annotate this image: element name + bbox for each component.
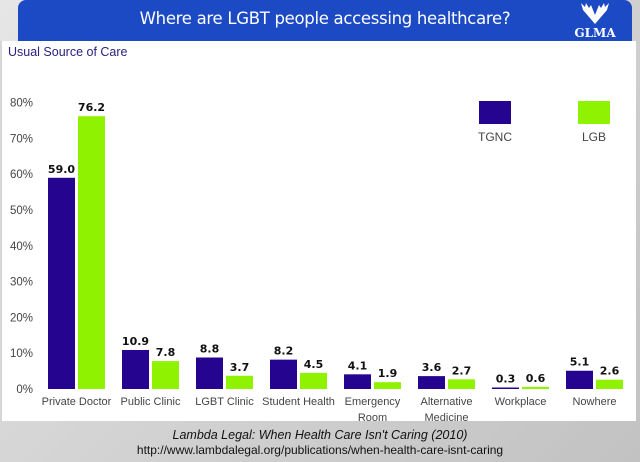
x-tick-label: Emergency [345, 396, 401, 408]
source-citation: Lambda Legal: When Health Care Isn't Car… [0, 428, 640, 458]
wings-icon [581, 3, 609, 24]
bar-tgnc [48, 177, 75, 389]
data-label: 3.6 [422, 361, 442, 374]
x-tick-label: Medicine [424, 412, 468, 421]
y-tick-label: 40% [10, 241, 33, 253]
bar-tgnc [344, 374, 371, 389]
y-tick-label: 50% [10, 205, 33, 217]
bar-tgnc [566, 370, 593, 389]
glma-logo: GLMA [570, 2, 620, 40]
data-label: 2.6 [600, 365, 620, 378]
data-label: 4.5 [304, 358, 324, 371]
y-tick-label: 80% [10, 98, 33, 110]
x-tick-label: Workplace [495, 396, 547, 408]
bar-tgnc [270, 359, 297, 389]
data-label: 76.2 [78, 101, 105, 114]
bar-lgb [522, 386, 549, 389]
bar-chart: 0% 10% 20% 30% 40% 50% 60% 70% 80% 59.0 76.2 10.9 7… [10, 98, 623, 421]
bar-lgb [300, 372, 327, 389]
bar-lgb [226, 375, 253, 389]
data-label: 3.7 [230, 361, 250, 374]
data-label: 0.6 [526, 372, 546, 385]
bar-lgb [448, 379, 475, 389]
bar-lgb [596, 379, 623, 389]
page-title: Where are LGBT people accessing healthca… [139, 9, 511, 28]
chart-title: Usual Source of Care [8, 45, 128, 59]
data-label: 4.1 [348, 359, 368, 372]
x-tick-label: Alternative [421, 396, 473, 408]
bar-tgnc [492, 387, 519, 389]
data-label: 8.2 [274, 345, 294, 358]
bar-lgb [152, 361, 179, 389]
bar-tgnc [418, 376, 445, 389]
y-tick-label: 60% [10, 169, 33, 181]
data-label: 5.1 [570, 356, 590, 369]
y-tick-label: 0% [16, 384, 33, 396]
logo-text: GLMA [574, 26, 616, 40]
data-label: 1.9 [378, 367, 398, 380]
legend-swatch-lgb [578, 101, 610, 124]
data-label: 7.8 [156, 346, 176, 359]
y-tick-label: 20% [10, 312, 33, 324]
data-label: 8.8 [200, 342, 220, 355]
data-label: 0.3 [496, 373, 516, 386]
bar-lgb [374, 382, 401, 389]
legend-swatch-tgnc [479, 101, 511, 124]
legend-label: LGB [582, 130, 606, 144]
bar-tgnc [196, 357, 223, 389]
y-tick-label: 30% [10, 277, 33, 289]
x-tick-label: Room [358, 412, 387, 421]
citation-url[interactable]: http://www.lambdalegal.org/publications/… [136, 443, 504, 457]
bar-tgnc [122, 349, 149, 389]
x-tick-label: Student Health [262, 396, 335, 408]
bar-lgb [78, 116, 105, 389]
citation-title: Lambda Legal: When Health Care Isn't Car… [172, 428, 468, 442]
x-tick-label: Private Doctor [42, 396, 112, 408]
x-tick-label: Public Clinic [121, 396, 181, 408]
chart-panel: Usual Source of Care [0, 41, 636, 421]
y-tick-label: 70% [10, 133, 33, 145]
data-label: 59.0 [48, 163, 75, 176]
legend-label: TGNC [478, 130, 512, 144]
x-tick-label: LGBT Clinic [195, 396, 254, 408]
data-label: 10.9 [122, 335, 149, 348]
header-banner: Where are LGBT people accessing healthca… [18, 0, 632, 41]
data-label: 2.7 [452, 364, 472, 377]
y-tick-label: 10% [10, 348, 33, 360]
x-tick-label: Nowhere [572, 396, 616, 408]
